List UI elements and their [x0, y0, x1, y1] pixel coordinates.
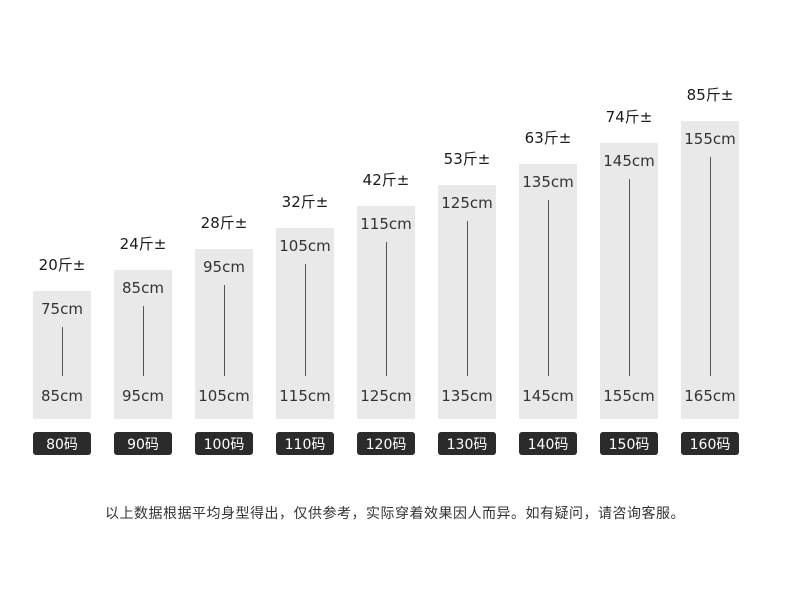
range-line	[223, 285, 225, 376]
size-badge: 130码	[438, 432, 496, 455]
height-max-label: 165cm	[684, 387, 736, 405]
height-max-label: 135cm	[441, 387, 493, 405]
height-max-label: 115cm	[279, 387, 331, 405]
size-badge: 80码	[33, 432, 91, 455]
height-range-bar: 105cm 115cm	[276, 228, 334, 419]
height-min-label: 135cm	[522, 173, 574, 191]
size-column: 32斤± 105cm 115cm 110码	[276, 191, 334, 455]
range-line	[385, 242, 387, 376]
size-badge: 100码	[195, 432, 253, 455]
size-column: 20斤± 75cm 85cm 80码	[33, 254, 91, 455]
height-range-bar: 135cm 145cm	[519, 164, 577, 419]
height-min-label: 155cm	[684, 130, 736, 148]
height-range-bar: 95cm 105cm	[195, 249, 253, 419]
height-max-label: 105cm	[198, 387, 250, 405]
size-column: 63斤± 135cm 145cm 140码	[519, 127, 577, 455]
height-min-label: 85cm	[122, 279, 164, 297]
range-line	[142, 306, 144, 376]
size-badge: 150码	[600, 432, 658, 455]
height-min-label: 145cm	[603, 152, 655, 170]
weight-label: 85斤±	[686, 86, 734, 104]
size-badge: 160码	[681, 432, 739, 455]
weight-label: 32斤±	[281, 193, 329, 211]
height-range-bar: 85cm 95cm	[114, 270, 172, 419]
weight-label: 74斤±	[605, 108, 653, 126]
size-column: 85斤± 155cm 165cm 160码	[681, 84, 739, 455]
range-line	[628, 179, 630, 376]
weight-label: 24斤±	[119, 235, 167, 253]
size-badge: 110码	[276, 432, 334, 455]
disclaimer-note: 以上数据根据平均身型得出，仅供参考，实际穿着效果因人而异。如有疑问，请咨询客服。	[105, 506, 685, 522]
size-column: 24斤± 85cm 95cm 90码	[114, 233, 172, 455]
height-range-bar: 75cm 85cm	[33, 291, 91, 419]
height-max-label: 95cm	[122, 387, 164, 405]
height-range-bar: 115cm 125cm	[357, 206, 415, 419]
weight-label: 42斤±	[362, 171, 410, 189]
range-line	[547, 200, 549, 376]
height-range-bar: 155cm 165cm	[681, 121, 739, 419]
size-badge: 90码	[114, 432, 172, 455]
height-max-label: 85cm	[41, 387, 83, 405]
size-column: 74斤± 145cm 155cm 150码	[600, 106, 658, 455]
size-bars: 20斤± 75cm 85cm 80码 24斤± 85cm 95cm 90码 28斤± 95cm 10…	[33, 84, 739, 455]
size-badge: 140码	[519, 432, 577, 455]
height-min-label: 115cm	[360, 215, 412, 233]
range-line	[304, 264, 306, 376]
height-range-bar: 125cm 135cm	[438, 185, 496, 419]
weight-label: 28斤±	[200, 214, 248, 232]
height-min-label: 125cm	[441, 194, 493, 212]
range-line	[466, 221, 468, 376]
weight-label: 63斤±	[524, 129, 572, 147]
height-range-bar: 145cm 155cm	[600, 143, 658, 419]
range-line	[709, 157, 711, 376]
height-max-label: 125cm	[360, 387, 412, 405]
weight-label: 20斤±	[38, 256, 86, 274]
height-min-label: 105cm	[279, 237, 331, 255]
size-column: 42斤± 115cm 125cm 120码	[357, 169, 415, 455]
height-max-label: 155cm	[603, 387, 655, 405]
size-column: 53斤± 125cm 135cm 130码	[438, 148, 496, 455]
size-column: 28斤± 95cm 105cm 100码	[195, 212, 253, 455]
height-min-label: 95cm	[203, 258, 245, 276]
height-min-label: 75cm	[41, 300, 83, 318]
weight-label: 53斤±	[443, 150, 491, 168]
height-max-label: 145cm	[522, 387, 574, 405]
range-line	[61, 327, 63, 376]
size-badge: 120码	[357, 432, 415, 455]
